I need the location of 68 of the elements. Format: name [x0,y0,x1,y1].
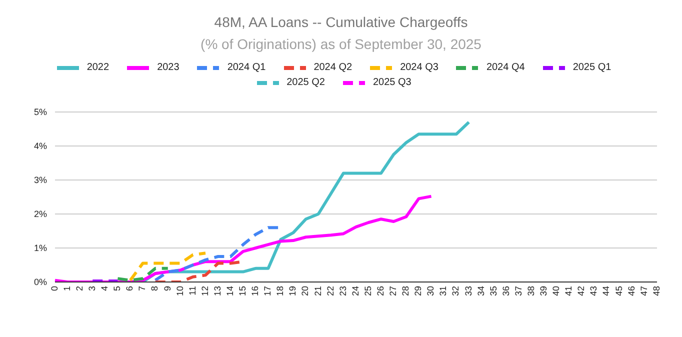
x-tick-label: 34 [476,286,486,296]
line-series [54,194,433,282]
x-tick-label: 20 [300,286,310,296]
x-tick-label: 41 [564,286,574,296]
x-tick-label: 43 [588,286,599,296]
x-tick-label: 0 [49,286,60,292]
legend-label: 2023 [157,62,180,73]
x-tick-label: 26 [375,286,386,296]
x-tick-label: 7 [137,286,148,292]
x-tick-label: 29 [413,286,424,296]
y-tick-label: 3% [34,175,47,186]
chart-title: 48M, AA Loans -- Cumulative Chargeoffs [213,14,469,30]
x-tick-label: 35 [488,286,498,296]
y-tick-label: 1% [34,243,47,254]
x-tick-label: 48 [651,286,662,296]
x-tick-label: 32 [450,286,461,296]
x-tick-label: 18 [275,286,286,296]
x-tick-label: 12 [200,286,210,296]
x-tick-label: 22 [325,286,336,296]
legend-label: 2025 Q1 [572,62,612,73]
y-tick-label: 5% [34,107,47,118]
x-tick-label: 16 [250,286,260,296]
x-tick-label: 4 [100,286,110,292]
x-tick-label: 24 [350,286,360,296]
x-tick-label: 44 [601,286,612,296]
x-tick-label: 27 [388,286,398,296]
x-tick-label: 1 [62,286,72,292]
x-tick-label: 11 [187,286,198,296]
x-tick-label: 37 [513,286,524,296]
x-tick-label: 8 [150,286,160,292]
x-tick-label: 42 [576,286,586,296]
x-tick-label: 17 [262,286,273,296]
legend-label: 2024 Q1 [227,62,266,73]
legend-label: 2024 Q4 [486,62,525,73]
legend-label: 2022 [86,62,110,73]
legend-label: 2025 Q2 [286,77,325,88]
legend-label: 2024 Q2 [314,62,352,73]
x-tick-label: 47 [638,286,649,296]
chart-subtitle: (% of Originations) as of September 30, 2025 [200,36,482,52]
x-tick-label: 40 [551,286,562,296]
x-tick-label: 6 [124,286,135,292]
x-tick-label: 30 [426,286,436,296]
legend-label: 2024 Q3 [400,62,438,73]
x-tick-label: 46 [626,286,636,296]
x-tick-label: 9 [162,286,172,292]
x-tick-label: 2 [74,286,84,292]
x-tick-label: 28 [400,286,411,296]
x-tick-label: 3 [87,286,98,292]
x-tick-label: 31 [438,286,448,296]
x-tick-label: 21 [312,286,323,296]
x-tick-label: 38 [526,286,536,296]
y-tick-label: 4% [34,141,47,152]
x-tick-label: 13 [212,286,222,296]
x-tick-label: 5 [112,286,122,292]
x-tick-label: 23 [338,286,348,296]
x-tick-label: 33 [463,286,474,296]
x-tick-label: 36 [500,286,511,296]
x-tick-label: 39 [538,286,549,296]
x-tick-label: 25 [362,286,373,296]
x-tick-label: 15 [238,286,248,296]
x-tick-label: 19 [288,286,298,296]
line-series [128,252,207,282]
legend-label: 2025 Q3 [373,77,412,88]
x-tick-label: 10 [174,286,185,296]
y-tick-label: 2% [34,209,47,220]
x-tick-label: 45 [614,286,624,296]
y-tick-label: 0% [34,277,47,288]
x-tick-label: 14 [224,286,235,296]
